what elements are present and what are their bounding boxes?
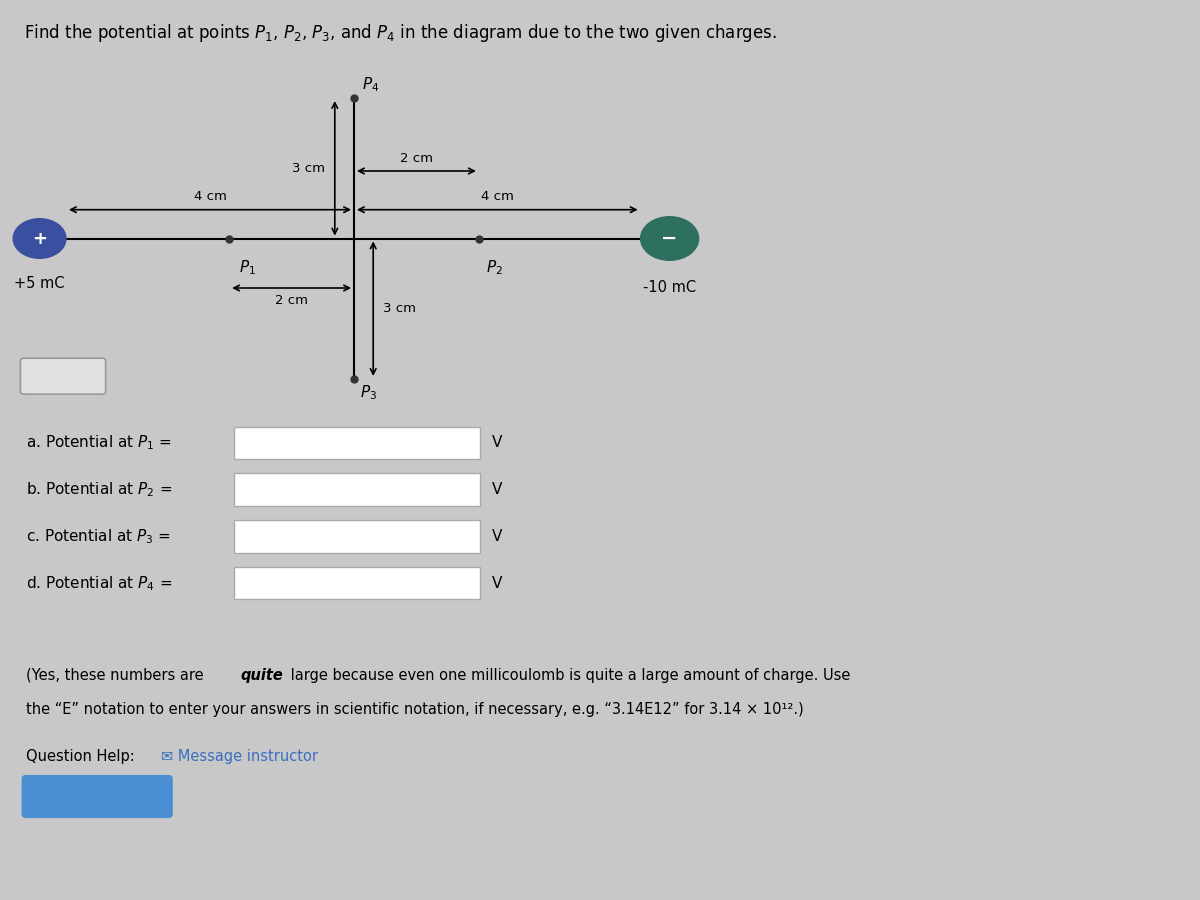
FancyBboxPatch shape xyxy=(234,427,480,459)
Text: 2 cm: 2 cm xyxy=(400,152,433,165)
Text: V: V xyxy=(492,482,503,497)
Text: 2 cm: 2 cm xyxy=(275,294,308,307)
Circle shape xyxy=(13,219,66,258)
Text: 4 cm: 4 cm xyxy=(193,191,227,203)
Text: +5 mC: +5 mC xyxy=(14,276,65,292)
Text: V: V xyxy=(492,576,503,590)
Text: Find the potential at points $P_1$, $P_2$, $P_3$, and $P_4$ in the diagram due t: Find the potential at points $P_1$, $P_2… xyxy=(24,22,776,44)
Text: c. Potential at $P_3$ =: c. Potential at $P_3$ = xyxy=(26,527,172,545)
FancyBboxPatch shape xyxy=(234,520,480,553)
Text: $P_1$: $P_1$ xyxy=(239,258,256,277)
Circle shape xyxy=(641,217,698,260)
Text: V: V xyxy=(492,529,503,544)
Text: 4 cm: 4 cm xyxy=(481,191,514,203)
Text: the “E” notation to enter your answers in scientific notation, if necessary, e.g: the “E” notation to enter your answers i… xyxy=(26,702,804,717)
Text: ✉ Message instructor: ✉ Message instructor xyxy=(161,749,318,764)
Text: -10 mC: -10 mC xyxy=(643,280,696,295)
FancyBboxPatch shape xyxy=(20,358,106,394)
Text: large because even one millicoulomb is quite a large amount of charge. Use: large because even one millicoulomb is q… xyxy=(286,668,850,683)
FancyBboxPatch shape xyxy=(234,473,480,506)
Text: $P_2$: $P_2$ xyxy=(486,258,503,277)
Text: −: − xyxy=(661,229,678,248)
Text: V: V xyxy=(492,436,503,450)
Text: $P_4$: $P_4$ xyxy=(362,76,379,94)
Text: b. Potential at $P_2$ =: b. Potential at $P_2$ = xyxy=(26,481,173,499)
Text: Question Help:: Question Help: xyxy=(26,749,139,764)
Text: (Yes, these numbers are: (Yes, these numbers are xyxy=(26,668,209,683)
FancyBboxPatch shape xyxy=(234,567,480,599)
Text: quite: quite xyxy=(240,668,283,683)
Text: 3 cm: 3 cm xyxy=(292,162,325,175)
Text: Submit Question: Submit Question xyxy=(28,789,167,804)
Text: 3 cm: 3 cm xyxy=(383,302,416,315)
Text: $P_3$: $P_3$ xyxy=(360,383,377,402)
FancyBboxPatch shape xyxy=(22,775,173,818)
Text: Hint: Hint xyxy=(48,369,77,383)
Text: +: + xyxy=(32,230,47,248)
Text: a. Potential at $P_1$ =: a. Potential at $P_1$ = xyxy=(26,434,173,452)
Text: d. Potential at $P_4$ =: d. Potential at $P_4$ = xyxy=(26,574,173,592)
